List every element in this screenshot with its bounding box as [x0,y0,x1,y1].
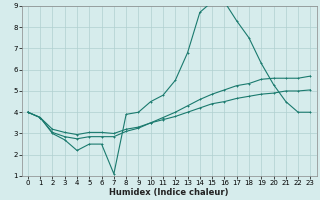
X-axis label: Humidex (Indice chaleur): Humidex (Indice chaleur) [109,188,229,197]
